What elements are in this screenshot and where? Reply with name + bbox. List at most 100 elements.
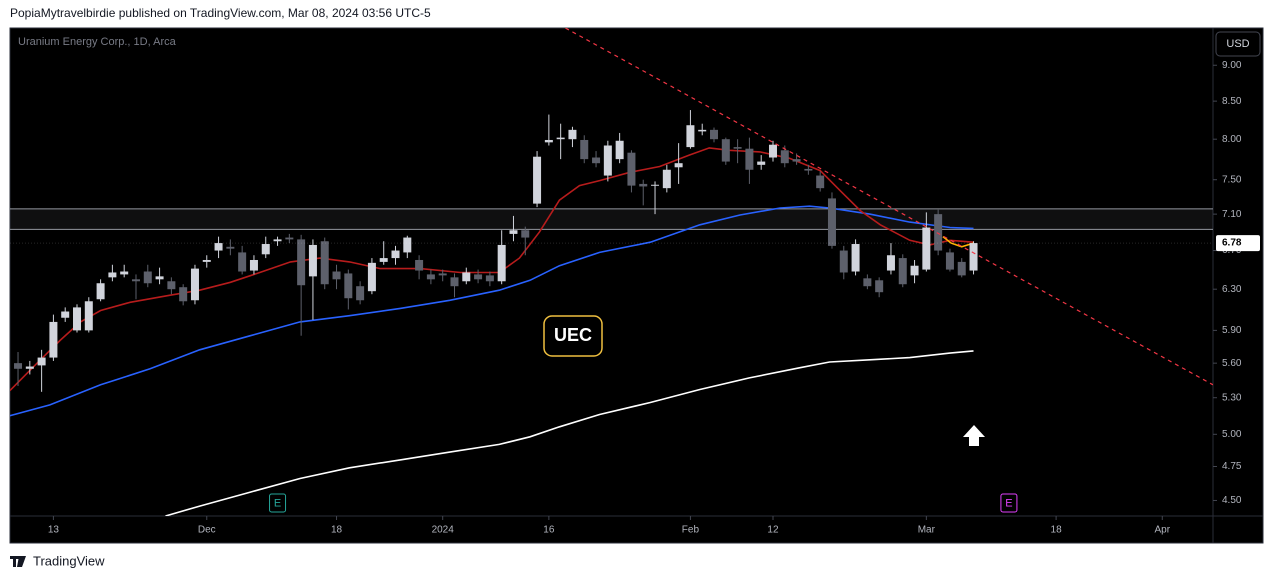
candle-body [49, 321, 58, 358]
candle-body [521, 230, 530, 238]
candle-body [120, 271, 129, 275]
moving-average [10, 147, 974, 392]
candle-body [249, 259, 258, 271]
candle-body [462, 272, 471, 282]
candle-body [568, 129, 577, 140]
candle-body [73, 307, 82, 331]
annotation-text: UEC [554, 325, 592, 345]
candle-body [96, 283, 105, 300]
candle-body [261, 244, 270, 255]
y-tick-label: 6.30 [1222, 284, 1242, 295]
candle-body [792, 159, 801, 162]
x-tick-label: 2024 [432, 525, 455, 536]
candle-body [898, 258, 907, 285]
candle-body [710, 129, 719, 140]
candle-body [827, 198, 836, 246]
moving-average [942, 235, 974, 248]
candle-body [37, 357, 46, 366]
x-tick-label: 12 [767, 525, 779, 536]
currency-button[interactable] [1215, 31, 1261, 57]
candle-body [285, 237, 294, 240]
candle-body [474, 274, 483, 280]
candle-body [615, 140, 624, 160]
candle-body [320, 241, 329, 285]
candle-body [816, 175, 825, 189]
candle-body [839, 250, 848, 273]
brand-name: TradingView [33, 553, 105, 568]
x-tick-label: 18 [331, 525, 343, 536]
candle-body [757, 161, 766, 165]
candle-body [403, 237, 412, 253]
trend-line [565, 28, 1213, 386]
candle-body [238, 252, 247, 272]
candle-body [651, 184, 660, 186]
candle-body [61, 311, 70, 318]
candle-body [957, 261, 966, 276]
last-price-box [1216, 235, 1260, 252]
earnings-label: E [274, 497, 281, 509]
candle-body [214, 243, 223, 251]
candle-body [768, 144, 777, 158]
candle-body [485, 275, 494, 282]
x-tick-label: 18 [1051, 525, 1063, 536]
x-tick-label: 13 [48, 525, 60, 536]
candle-body [733, 147, 742, 149]
candle-body [226, 246, 235, 249]
candle-body [662, 169, 671, 189]
candle-body [945, 252, 954, 270]
candle-body [308, 244, 317, 277]
candle-body [297, 239, 306, 286]
candle-body [179, 287, 188, 302]
candle-body [131, 279, 140, 282]
candle-body [934, 214, 943, 251]
y-tick-label: 5.00 [1222, 429, 1242, 440]
candle-body [84, 301, 93, 331]
y-tick-label: 4.50 [1222, 495, 1242, 506]
y-tick-label: 7.10 [1222, 209, 1242, 220]
candle-body [108, 272, 117, 278]
candle-body [863, 278, 872, 287]
candle-body [344, 273, 353, 299]
candle-body [356, 286, 365, 301]
candle-body [415, 259, 424, 271]
candle-body [202, 259, 211, 262]
candle-body [450, 277, 459, 287]
x-tick-label: Mar [918, 525, 936, 536]
y-tick-label: 4.75 [1222, 461, 1242, 472]
candle-body [721, 139, 730, 162]
candle-body [167, 281, 176, 290]
currency-label[interactable]: USD [1226, 38, 1249, 50]
x-tick-label: Dec [198, 525, 216, 536]
y-tick-label: 8.50 [1222, 96, 1242, 107]
candle-body [592, 157, 601, 164]
x-tick-label: Apr [1154, 525, 1170, 536]
y-tick-label: 5.30 [1222, 392, 1242, 403]
y-tick-label: 5.90 [1222, 325, 1242, 336]
candle-body [745, 148, 754, 170]
candle-body [969, 243, 978, 271]
earnings-marker [269, 493, 287, 513]
candle-body [698, 129, 707, 132]
candle-body [910, 265, 919, 276]
candle-body [674, 163, 683, 168]
arrow-icon [963, 425, 985, 446]
candle-body [190, 268, 199, 301]
candle-body [533, 156, 542, 204]
candle-body [886, 255, 895, 271]
candle-body [332, 271, 341, 280]
candle-body [804, 168, 813, 171]
candle-body [875, 280, 884, 293]
y-tick-label: 5.60 [1222, 358, 1242, 369]
candle-body [367, 262, 376, 292]
y-tick-label: 7.50 [1222, 174, 1242, 185]
candle-body [155, 276, 164, 280]
candle-body [14, 363, 23, 369]
candle-body [273, 239, 282, 242]
candle-body [379, 258, 388, 262]
candle-body [639, 183, 648, 187]
y-tick-label: 9.00 [1222, 60, 1242, 71]
moving-average [10, 205, 974, 417]
brand-logo [10, 556, 26, 567]
